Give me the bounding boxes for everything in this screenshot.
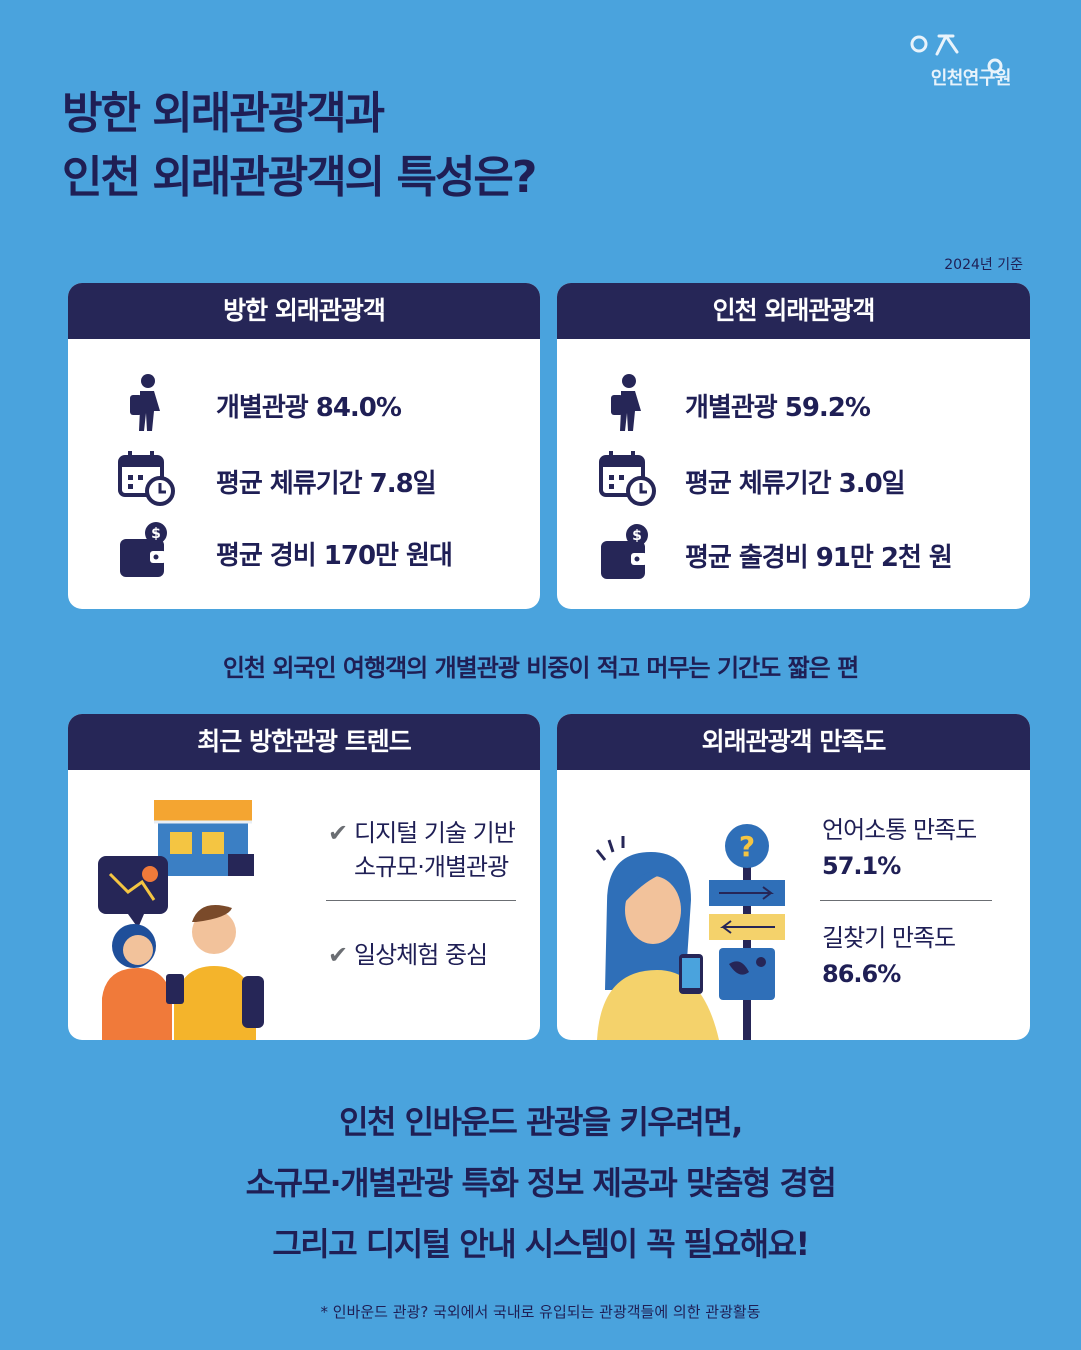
satisfaction-item: 길찾기 만족도 86.6%	[822, 920, 956, 992]
calendar-clock-icon	[118, 451, 175, 506]
svg-text:?: ?	[739, 830, 755, 863]
stat-text: 평균 출경비 91만 2천 원	[685, 543, 953, 573]
card-header: 최근 방한관광 트렌드	[68, 714, 540, 770]
trend-card: 최근 방한관광 트렌드 ✔ 디지털 기술 기반 소규모·개별관광 ✔ 일상체험 중심	[68, 714, 540, 1040]
card-header: 외래관광객 만족도	[557, 714, 1030, 770]
trend-item: ✔ 일상체험 중심	[328, 938, 488, 972]
check-icon: ✔	[328, 819, 348, 847]
footnote: * 인바운드 관광? 국외에서 국내로 유입되는 관광객들에 의한 관광활동	[320, 1303, 761, 1321]
closing-line-2: 소규모·개별관광 특화 정보 제공과 맞춤형 경험	[245, 1164, 837, 1202]
wallet-icon: $	[120, 522, 167, 577]
stat-text: 평균 경비 170만 원대	[216, 541, 453, 571]
stat-row: $ 평균 출경비 91만 2천 원	[557, 523, 1030, 583]
stat-row: 개별관광 84.0%	[68, 373, 540, 433]
trend-item: ✔ 디지털 기술 기반 소규모·개별관광	[328, 816, 516, 884]
stat-text: 개별관광 84.0%	[216, 393, 402, 423]
satisfaction-value: 57.1%	[822, 852, 901, 880]
summary-line: 인천 외국인 여행객의 개별관광 비중이 적고 머무는 기간도 짧은 편	[222, 654, 859, 682]
stat-row: 평균 체류기간 3.0일	[557, 449, 1030, 509]
card-header: 방한 외래관광객	[68, 283, 540, 339]
satisfaction-label: 언어소통 만족도	[822, 816, 977, 844]
stat-row: $ 평균 경비 170만 원대	[68, 521, 540, 581]
stat-row: 평균 체류기간 7.8일	[68, 449, 540, 509]
satisfaction-value: 86.6%	[822, 960, 901, 988]
stat-text: 평균 체류기간 7.8일	[216, 469, 437, 499]
satisfaction-card: 외래관광객 만족도 ? 언어소통 만족도 57.1% 길찾기 만족도 86.6%	[557, 714, 1030, 1040]
closing-line-3: 그리고 디지털 안내 시스템이 꼭 필요해요!	[272, 1225, 810, 1263]
svg-text:$: $	[151, 526, 161, 542]
satisfaction-label: 길찾기 만족도	[822, 924, 956, 952]
wallet-icon: $	[601, 524, 648, 579]
trend-text: 디지털 기술 기반	[354, 819, 516, 847]
divider	[820, 900, 992, 901]
page-title: 방한 외래관광객과 인천 외래관광객의 특성은?	[62, 82, 537, 210]
satisfaction-item: 언어소통 만족도 57.1%	[822, 812, 977, 884]
stat-row: 개별관광 59.2%	[557, 373, 1030, 433]
closing-line-1: 인천 인바운드 관광을 키우려면,	[339, 1103, 743, 1141]
closing-message: 인천 인바운드 관광을 키우려면, 소규모·개별관광 특화 정보 제공과 맞춤형…	[0, 1092, 1081, 1275]
confused-traveler-illustration: ?	[595, 824, 785, 1040]
stat-text: 개별관광 59.2%	[685, 393, 871, 423]
travelers-illustration	[98, 800, 264, 1040]
card-header: 인천 외래관광객	[557, 283, 1030, 339]
svg-text:$: $	[632, 528, 642, 544]
stat-text: 평균 체류기간 3.0일	[685, 469, 906, 499]
trend-text: 소규모·개별관광	[354, 853, 509, 881]
logo-mark	[910, 34, 1003, 74]
calendar-clock-icon	[599, 451, 656, 506]
logo-text: 인천연구원	[930, 68, 1012, 89]
trend-text: 일상체험 중심	[354, 941, 488, 969]
title-line-2: 인천 외래관광객의 특성은?	[62, 152, 537, 203]
incheon-tourist-card: 인천 외래관광객 개별관광 59.2% 평균 체류기간 3.0일 $	[557, 283, 1030, 609]
traveler-icon	[130, 374, 160, 431]
traveler-icon	[611, 374, 641, 431]
korea-tourist-card: 방한 외래관광객 개별관광 84.0% 평균 체류기간 7.8일	[68, 283, 540, 609]
basis-year: 2024년 기준	[944, 257, 1023, 273]
check-icon: ✔	[328, 941, 348, 969]
title-line-1: 방한 외래관광객과	[62, 88, 385, 139]
divider	[326, 900, 516, 901]
